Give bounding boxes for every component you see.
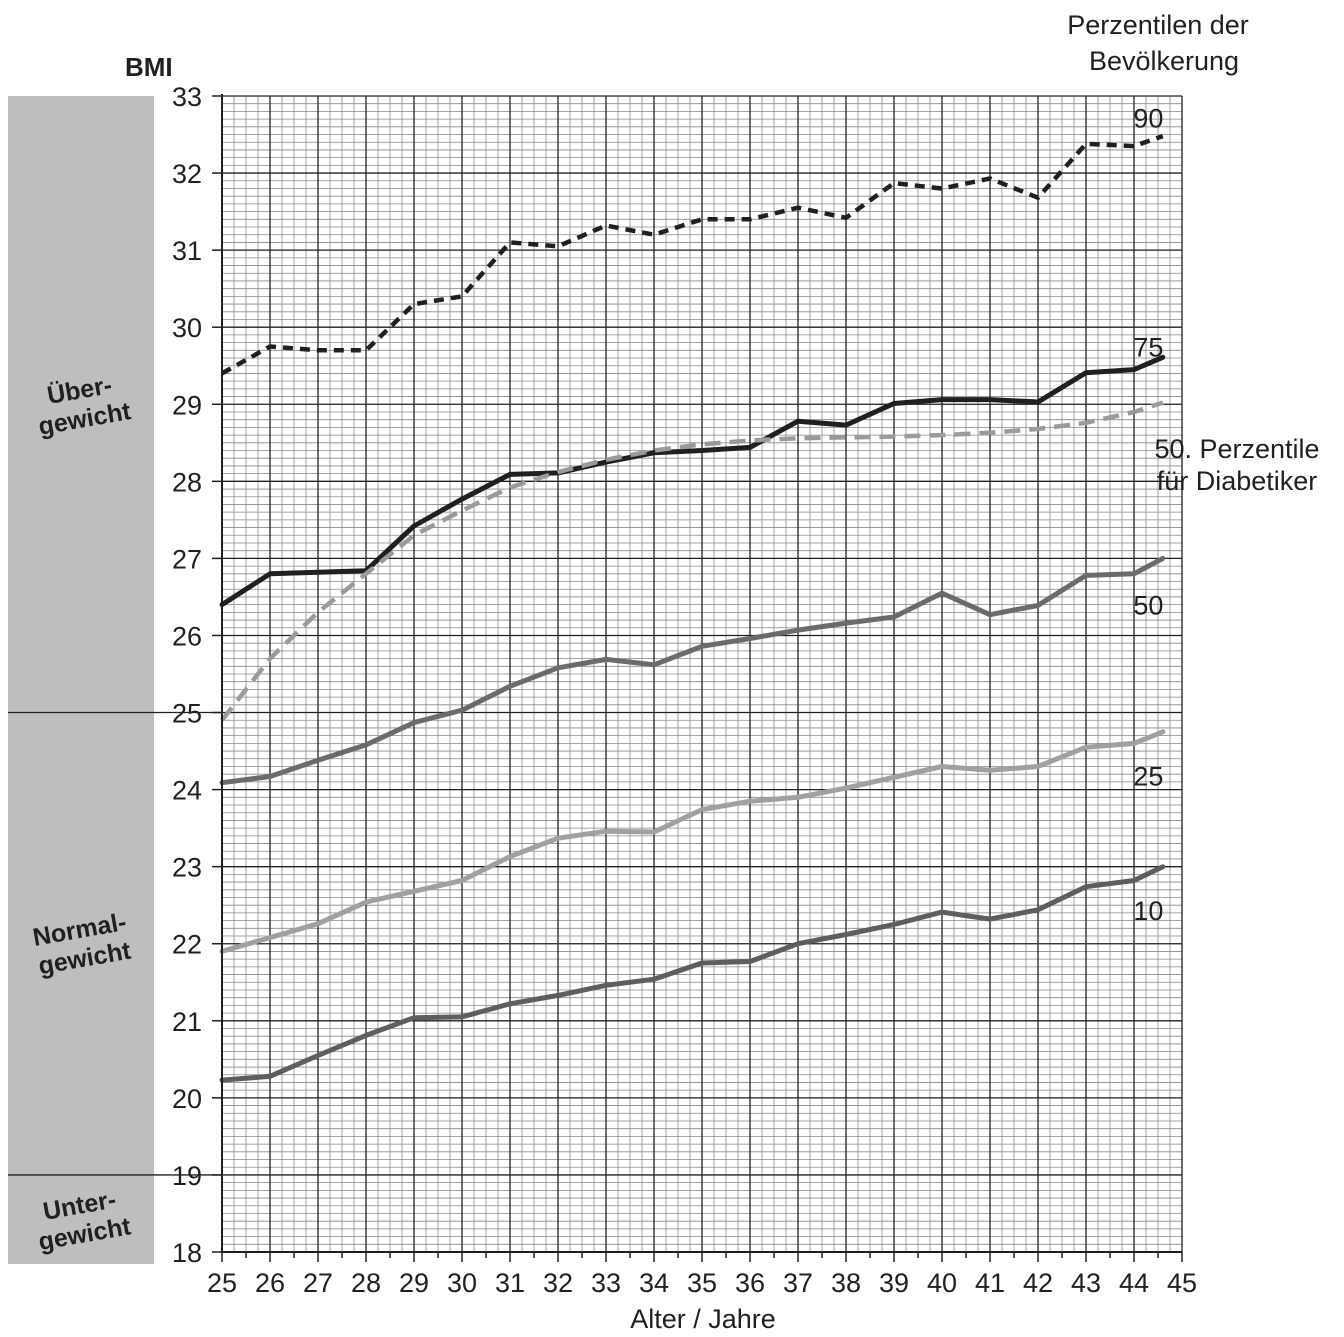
x-tick-label-43: 43: [1071, 1268, 1101, 1298]
x-tick-label-37: 37: [783, 1268, 813, 1298]
y-tick-label-31: 31: [172, 236, 202, 266]
x-tick-label-31: 31: [495, 1268, 525, 1298]
series-line-1: [219, 354, 1166, 608]
series-lines: [219, 133, 1166, 1083]
y-tick-label-23: 23: [172, 853, 202, 883]
y-tick-label-32: 32: [172, 159, 202, 189]
x-tick-label-28: 28: [351, 1268, 381, 1298]
y-tick-label-27: 27: [172, 544, 202, 574]
series-line-0: [220, 133, 1164, 376]
x-tick-label-34: 34: [639, 1268, 669, 1298]
x-axis-label: Alter / Jahre: [630, 1304, 776, 1334]
y-tick-label-29: 29: [172, 390, 202, 420]
y-axis-label: BMI: [125, 52, 173, 82]
x-tick-label-39: 39: [879, 1268, 909, 1298]
band-label-2: Unter-gewicht: [31, 1184, 133, 1256]
series-labels: 90 75 50. Perzentile für Diabetiker 50 25 10: [1133, 104, 1319, 926]
x-tick-label-26: 26: [255, 1268, 285, 1298]
y-tick-label-19: 19: [172, 1161, 202, 1191]
x-tick-label-29: 29: [399, 1268, 429, 1298]
series-label-3: 50: [1133, 591, 1163, 621]
series-label-0: 90: [1133, 104, 1163, 134]
band-label-1: Normal-gewicht: [31, 908, 134, 981]
series-label-2: 50. Perzentile für Diabetiker: [1154, 434, 1319, 496]
band-0: [8, 96, 154, 713]
series-line-3: [219, 555, 1166, 786]
axes: [212, 94, 1183, 1262]
y-tick-label-21: 21: [172, 1007, 202, 1037]
legend-title-line-2: Bevölkerung: [1089, 46, 1239, 76]
x-tick-label-45: 45: [1167, 1268, 1197, 1298]
y-tick-label-20: 20: [172, 1084, 202, 1114]
series-label-4: 25: [1133, 762, 1163, 792]
x-tick-label-38: 38: [831, 1268, 861, 1298]
y-tick-labels: 18 19 20 21 22 23 24 25 26 27 28 29 30 31 32 33: [172, 82, 202, 1268]
y-tick-label-22: 22: [172, 930, 202, 960]
y-tick-label-26: 26: [172, 621, 202, 651]
x-tick-label-32: 32: [543, 1268, 573, 1298]
y-tick-label-30: 30: [172, 313, 202, 343]
y-tick-label-28: 28: [172, 467, 202, 497]
x-tick-label-42: 42: [1023, 1268, 1053, 1298]
y-tick-label-25: 25: [172, 699, 202, 729]
x-tick-label-27: 27: [303, 1268, 333, 1298]
series-line-2: [220, 400, 1164, 722]
major-grid: [221, 95, 1183, 1253]
series-label-1: 75: [1133, 332, 1163, 362]
y-tick-label-33: 33: [172, 82, 202, 112]
band-2: [8, 1174, 154, 1264]
y-tick-label-24: 24: [172, 776, 202, 806]
x-tick-label-40: 40: [927, 1268, 957, 1298]
band-1: [8, 712, 154, 1175]
series-line-5: [219, 864, 1166, 1083]
x-tick-label-44: 44: [1119, 1268, 1149, 1298]
x-tick-label-25: 25: [207, 1268, 237, 1298]
x-tick-label-30: 30: [447, 1268, 477, 1298]
x-tick-label-35: 35: [687, 1268, 717, 1298]
legend-title-line-1: Perzentilen der: [1067, 10, 1249, 40]
series-label-5: 10: [1133, 896, 1163, 926]
x-tick-label-33: 33: [591, 1268, 621, 1298]
x-tick-label-41: 41: [975, 1268, 1005, 1298]
x-tick-label-36: 36: [735, 1268, 765, 1298]
y-tick-label-18: 18: [172, 1238, 202, 1268]
x-tick-labels: 25 26 27 28 29 30 31 32 33 34 35 36 37 38 39 40 41 42 43 44…: [207, 1268, 1197, 1298]
series-line-4: [219, 729, 1166, 954]
